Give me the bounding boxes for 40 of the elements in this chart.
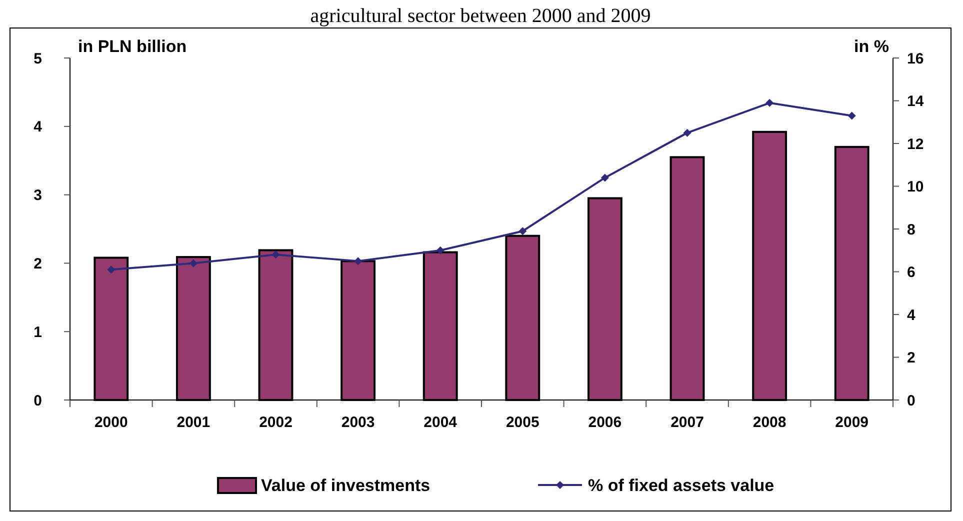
point xyxy=(848,112,856,120)
point xyxy=(436,246,444,254)
point xyxy=(683,128,692,137)
x-tick-label: 2002 xyxy=(259,414,292,431)
legend-label: Value of investments xyxy=(261,476,430,495)
point xyxy=(600,174,609,182)
point xyxy=(766,98,774,107)
point xyxy=(189,259,198,268)
y2-axis-title: in % xyxy=(854,37,889,56)
y-tick-label: 2 xyxy=(34,255,42,272)
x-tick-label: 2005 xyxy=(506,414,540,431)
y2-tick-label: 12 xyxy=(907,136,924,153)
y2-tick-label: 2 xyxy=(907,350,916,366)
x-tick-label: 2003 xyxy=(341,414,375,431)
y-tick-label: 0 xyxy=(34,392,42,410)
y-tick-label: 3 xyxy=(34,187,42,204)
point xyxy=(518,227,527,236)
x-tick-label: 2009 xyxy=(835,414,869,431)
y-tick-label: 4 xyxy=(34,118,43,136)
y2-tick-label: 16 xyxy=(907,50,924,68)
legend-label: % of fixed assets value xyxy=(588,476,774,495)
y-axis-title: in PLN billion xyxy=(78,37,187,56)
y2-tick-label: 14 xyxy=(907,93,924,110)
x-tick-label: 2004 xyxy=(424,414,458,431)
x-tick-label: 2006 xyxy=(588,414,622,431)
y2-tick-label: 8 xyxy=(907,221,916,238)
y-tick-label: 5 xyxy=(34,50,42,68)
y-tick-label: 1 xyxy=(34,324,42,341)
point xyxy=(272,250,280,259)
y2-tick-label: 6 xyxy=(907,264,916,281)
chart-title: agricultural sector between 2000 and 2009 xyxy=(310,5,651,27)
x-tick-label: 2007 xyxy=(670,414,704,431)
point xyxy=(354,257,362,266)
y2-tick-label: 10 xyxy=(907,178,924,196)
x-tick-label: 2008 xyxy=(752,414,786,431)
y2-tick-label: 0 xyxy=(907,392,916,410)
point xyxy=(107,266,116,274)
x-tick-label: 2000 xyxy=(94,414,128,431)
y2-tick-label: 4 xyxy=(907,306,916,324)
x-tick-label: 2001 xyxy=(176,414,210,431)
